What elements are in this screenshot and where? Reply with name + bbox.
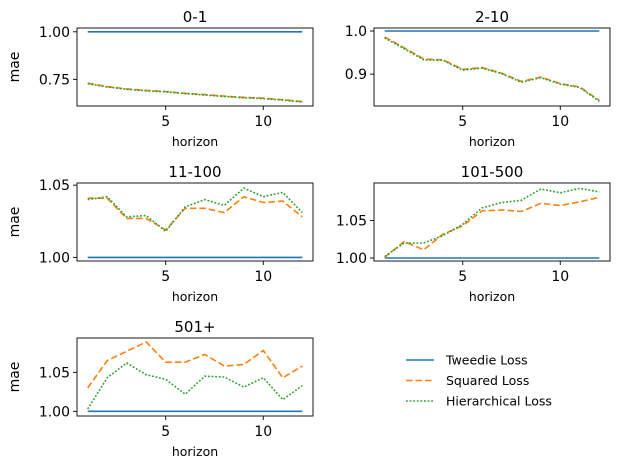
- x-axis-label: horizon: [172, 134, 218, 149]
- legend-label: Squared Loss: [446, 373, 529, 388]
- x-tick-label: 5: [161, 424, 170, 440]
- series-line-hierarchical-loss: [87, 187, 303, 233]
- subplot-4: 5 10 1.00 1.05 501+ horizon mae: [7, 318, 314, 459]
- subplot-title: 2-10: [475, 8, 509, 26]
- legend: Tweedie Loss Squared Loss Hierarchical Los…: [406, 353, 552, 409]
- axes-frame: [373, 27, 611, 107]
- y-tick-label: 1.05: [336, 214, 367, 230]
- x-tick-label: 10: [551, 114, 569, 130]
- x-axis-label: horizon: [469, 134, 515, 149]
- y-axis-label: mae: [7, 52, 23, 83]
- x-tick-label: 10: [254, 424, 272, 440]
- y-tick-label: 0.75: [39, 72, 70, 88]
- y-tick-label: 1.00: [39, 404, 70, 420]
- axes-frame: [373, 182, 611, 262]
- y-tick-label: 1.05: [39, 178, 70, 194]
- y-tick-label: 1.00: [39, 25, 70, 41]
- subplot-title: 11-100: [168, 163, 221, 181]
- subplot-title: 501+: [174, 318, 215, 336]
- y-tick-label: 0.9: [345, 67, 367, 83]
- x-axis-label: horizon: [172, 289, 218, 304]
- subplot-title: 101-500: [461, 163, 524, 181]
- series-line-hierarchical-loss: [87, 362, 303, 410]
- y-axis-label: mae: [7, 362, 23, 393]
- y-tick-label: 1.05: [39, 365, 70, 381]
- x-tick-label: 10: [254, 269, 272, 285]
- legend-label: Tweedie Loss: [445, 353, 528, 368]
- axes-frame: [76, 337, 314, 417]
- x-tick-label: 10: [551, 269, 569, 285]
- subplot-title: 0-1: [183, 8, 208, 26]
- series-line-squared-loss: [87, 195, 303, 231]
- axes-frame: [76, 27, 314, 107]
- subplot-1: 5 10 0.9 1.0 2-10 horizon: [345, 8, 611, 149]
- y-tick-label: 1.00: [39, 250, 70, 266]
- series-line-squared-loss: [87, 82, 303, 103]
- x-tick-label: 5: [458, 269, 467, 285]
- x-axis-label: horizon: [172, 444, 218, 459]
- subplot-2: 5 10 1.00 1.05 11-100 horizon mae: [7, 163, 314, 304]
- series-line-squared-loss: [384, 36, 600, 102]
- subplot-3: 5 10 1.00 1.05 101-500 horizon: [336, 163, 611, 304]
- axes-frame: [76, 182, 314, 262]
- legend-label: Hierarchical Loss: [446, 394, 552, 409]
- series-line-hierarchical-loss: [384, 37, 600, 102]
- y-tick-label: 1.00: [336, 251, 367, 267]
- y-tick-label: 1.0: [345, 24, 367, 40]
- y-axis-label: mae: [7, 207, 23, 238]
- series-line-hierarchical-loss: [87, 82, 303, 103]
- subplot-0: 5 10 0.75 1.00 0-1 horizon mae: [7, 8, 314, 149]
- x-tick-label: 5: [161, 114, 170, 130]
- series-line-hierarchical-loss: [384, 187, 600, 258]
- series-line-squared-loss: [384, 196, 600, 258]
- x-tick-label: 5: [458, 114, 467, 130]
- x-axis-label: horizon: [469, 289, 515, 304]
- x-tick-label: 5: [161, 269, 170, 285]
- series-line-squared-loss: [87, 340, 303, 389]
- x-tick-label: 10: [254, 114, 272, 130]
